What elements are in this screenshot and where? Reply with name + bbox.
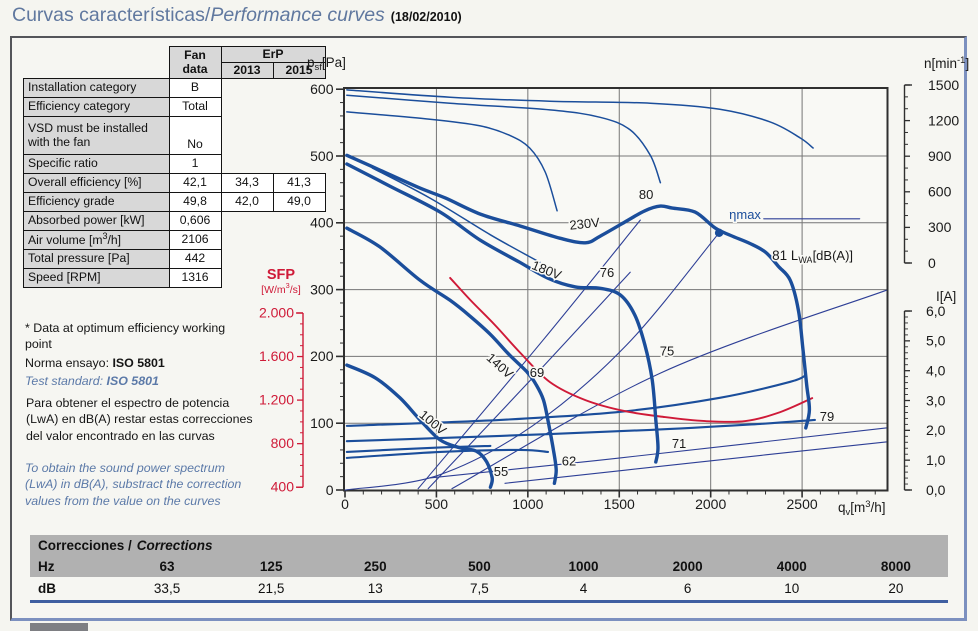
fan-value: 0,606 [168,210,222,231]
erp-2015-value: 41,3 [272,172,326,193]
fan-value: B [168,77,222,98]
corrections-value: 1000 [568,559,599,574]
erp-2013-value: 42,0 [220,191,274,212]
fan-value: 42,1 [168,172,222,193]
corrections-value: 4 [579,581,588,596]
row-label: Total pressure [Pa] [23,248,170,269]
row-label: Overall efficiency [%] [23,172,170,193]
note-spanish-paragraph: Para obtener el espectro de potencia (Lw… [26,396,253,443]
footer-bar-cut [30,623,88,631]
erp-2013-value: 34,3 [220,172,274,193]
fan-value: 2106 [168,229,222,250]
erp-2015-value: 49,0 [272,191,326,212]
row-label: Efficiency category [23,96,170,117]
erp-2013-header: 2013 [220,61,274,79]
note-norma: Norma ensayo: ISO 5801 [25,356,165,370]
title-english: Performance curves [210,4,385,26]
corrections-value: 21,5 [258,581,285,596]
corrections-value: 10 [784,581,800,596]
fan-data-header: Fan data [168,46,222,79]
row-label: Installation category [23,77,170,98]
title-date: (18/02/2010) [390,10,462,24]
fan-value: 442 [168,248,222,269]
fan-value: Total [168,96,222,117]
fan-value: 49,8 [168,191,222,212]
corrections-value: 250 [364,559,387,574]
erp-header: ErP [220,46,326,63]
row-label: Specific ratio [23,153,170,174]
fan-table-row: Efficiency category Total [23,96,326,117]
note-optimum: * Data at optimum efficiency working poi… [25,321,226,352]
corrections-value: 63 [159,559,175,574]
row-label: Speed [RPM] [23,267,170,288]
row-label: Air volume [m3/h] [23,229,170,250]
note-english-paragraph: To obtain the sound power spectrum (LwA)… [25,461,242,508]
erp-2015-header: 2015 [272,61,326,79]
fan-value: No [168,115,222,155]
hz-row-label: Hz [38,559,55,574]
corrections-value: 500 [468,559,491,574]
corrections-value: 6 [683,581,692,596]
corrections-value: 13 [367,581,383,596]
fan-table-row: Absorbed power [kW] 0,606 [23,210,326,231]
corrections-value: 20 [888,581,904,596]
fan-table-row: Installation category B [23,77,326,98]
fan-table-row: Specific ratio 1 [23,153,326,174]
corrections-hz-row: Hz 63 125 250 500 1000 2000 4000 8000 [30,556,948,577]
fan-table-row: Overall efficiency [%] 42,1 34,3 41,3 [23,172,326,193]
corrections-title: Correcciones / Corrections [30,535,948,556]
fan-table-row: Air volume [m3/h] 2106 [23,229,326,250]
fan-value: 1 [168,153,222,174]
fan-table-row: Speed [RPM] 1316 [23,267,326,288]
corrections-value: 125 [259,559,283,574]
corrections-value: 8000 [880,559,911,574]
title-spanish: Curvas características [12,4,205,26]
corrections-value: 4000 [776,559,807,574]
fan-data-table: Fan data ErP 2013 2015 Installation category B… [23,46,326,288]
row-label: Absorbed power [kW] [23,210,170,231]
fan-table-row: VSD must be installed with the fan No [23,115,326,155]
corrections-value: 33,5 [153,581,181,596]
fan-table-row: Total pressure [Pa] 442 [23,248,326,269]
row-label: Efficiency grade [23,191,170,212]
note-test-standard: Test standard: ISO 5801 [25,374,159,388]
corrections-value: 7,5 [470,581,489,596]
page-title: Curvas características / Performance cur… [12,4,462,26]
fan-table-row: Efficiency grade 49,8 42,0 49,0 [23,191,326,212]
corrections-table: Correcciones / Corrections Hz 63 125 250 500 1… [30,535,948,603]
corrections-db-row: dB 33,5 21,5 13 7,5 4 6 10 20 [30,577,948,600]
fan-value: 1316 [168,267,222,288]
corrections-value: 2000 [672,559,703,574]
db-row-label: dB [38,581,56,596]
row-label: VSD must be installed with the fan [23,115,170,155]
